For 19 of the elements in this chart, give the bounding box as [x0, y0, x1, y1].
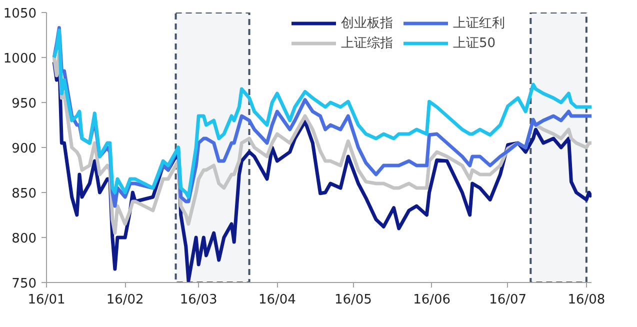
- x-tick-label: 16/06: [413, 292, 451, 308]
- y-tick-label: 1050: [3, 6, 37, 22]
- x-tick-label: 16/01: [28, 292, 66, 308]
- legend-label: 上证综指: [341, 35, 394, 52]
- x-tick-label: 16/05: [334, 292, 372, 308]
- x-tick-label: 16/03: [180, 292, 218, 308]
- x-tick-label: 16/04: [258, 292, 296, 308]
- x-tick-label: 16/07: [489, 292, 527, 308]
- y-tick-label: 900: [12, 142, 37, 156]
- legend-label: 上证红利: [453, 15, 506, 32]
- y-tick-label: 950: [12, 96, 37, 112]
- y-tick-label: 750: [12, 276, 37, 292]
- y-tick-label: 850: [12, 186, 37, 202]
- y-tick-label: 1000: [3, 52, 37, 66]
- x-tick-label: 16/02: [106, 292, 144, 308]
- legend-label: 创业板指: [341, 15, 394, 32]
- y-tick-label: 800: [12, 232, 37, 246]
- x-tick-label: 16/08: [568, 292, 606, 308]
- legend-label: 上证50: [453, 35, 497, 52]
